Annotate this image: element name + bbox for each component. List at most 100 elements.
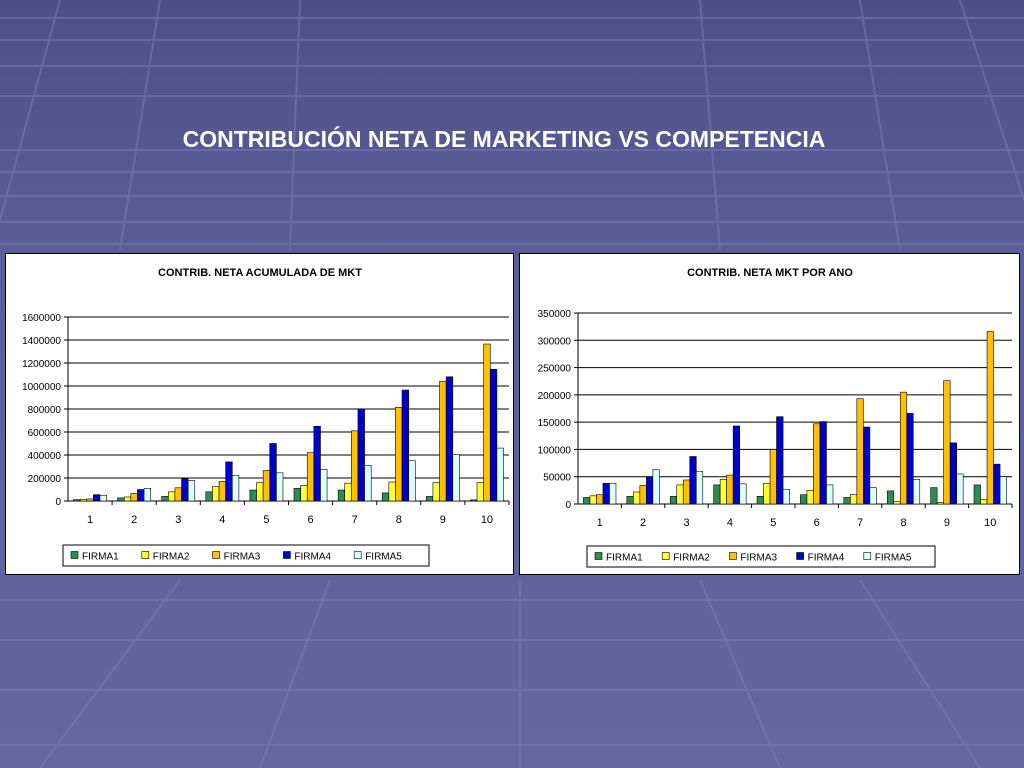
bar-firma4 [732, 425, 740, 505]
y-tick-label: 150000 [538, 418, 572, 429]
bar-firma3 [395, 406, 403, 502]
bar-firma3 [986, 331, 994, 505]
bar-firma3 [130, 493, 138, 502]
bar-firma2 [763, 482, 771, 505]
bar-firma2 [212, 486, 220, 502]
y-tick-label: 50000 [543, 473, 571, 484]
legend-swatch [863, 552, 872, 560]
bar-firma3 [726, 474, 734, 505]
bar-firma5 [912, 479, 921, 505]
bar-firma1 [117, 497, 125, 502]
bar-firma2 [719, 479, 727, 505]
bar-firma5 [496, 447, 504, 502]
legend-label: FIRMA5 [365, 552, 402, 563]
x-tick-label: 9 [944, 517, 950, 529]
bar-firma4 [993, 463, 1001, 505]
bar-firma3 [813, 423, 821, 505]
bar-firma2 [476, 482, 484, 502]
bar-firma4 [689, 456, 697, 505]
bar-firma3 [639, 485, 647, 505]
y-tick-label: 0 [55, 497, 61, 508]
x-tick-label: 7 [857, 517, 863, 529]
bar-firma1 [800, 494, 808, 505]
legend-swatch [796, 552, 804, 560]
bar-firma2 [123, 496, 132, 502]
x-tick-label: 8 [396, 514, 402, 526]
bar-firma5 [276, 472, 284, 502]
x-tick-label: 7 [352, 514, 358, 526]
bar-firma5 [782, 488, 790, 505]
y-tick-label: 200000 [538, 391, 572, 402]
legend-label: FIRMA2 [673, 553, 710, 564]
legend-swatch [141, 551, 150, 559]
bar-firma5 [187, 480, 196, 502]
bar-firma3 [596, 494, 604, 505]
chart-accumulated-svg: CONTRIB. NETA ACUMULADA DE MKT 0 200000 400… [22, 267, 510, 567]
bar-firma4 [181, 478, 189, 502]
bar-firma1 [73, 499, 81, 502]
y-tick-label: 0 [565, 500, 571, 511]
y-tick-label: 400000 [28, 451, 62, 462]
legend-swatch [594, 552, 603, 560]
bar-firma5 [739, 483, 747, 505]
bar-firma2 [980, 499, 988, 505]
bar-firma3 [682, 479, 691, 505]
bar-firma4 [819, 421, 827, 505]
bar-firma1 [293, 488, 301, 502]
bar-firma1 [249, 489, 257, 502]
legend-swatch [661, 552, 670, 560]
bar-firma5 [143, 488, 151, 502]
x-tick-label: 3 [683, 517, 689, 529]
bar-firma4 [313, 425, 321, 502]
bar-firma3 [483, 343, 491, 502]
bar-firma3 [306, 452, 315, 502]
bar-firma4 [646, 476, 654, 505]
bar-firma4 [269, 443, 277, 502]
x-tick-label: 8 [900, 517, 906, 529]
legend-label: FIRMA2 [153, 552, 190, 563]
bar-firma1 [161, 496, 169, 502]
bar-firma1 [843, 497, 851, 505]
x-tick-label: 5 [770, 517, 776, 529]
bar-firma5 [652, 469, 660, 505]
bar-firma3 [218, 481, 226, 502]
x-tick-label: 10 [481, 514, 493, 526]
bar-firma5 [999, 476, 1007, 505]
bar-firma4 [357, 408, 365, 502]
bar-firma5 [869, 487, 877, 505]
bar-firma2 [850, 494, 858, 505]
x-tick-label: 4 [727, 517, 733, 529]
bar-firma1 [583, 497, 591, 505]
chart-title: CONTRIB. NETA ACUMULADA DE MKT [158, 267, 362, 279]
bar-firma2 [79, 498, 88, 502]
x-tick-label: 6 [814, 517, 820, 529]
legend-swatch [283, 551, 291, 559]
y-tick-label: 200000 [28, 474, 62, 485]
y-tick-label: 1000000 [22, 382, 61, 393]
bar-firma1 [930, 487, 938, 505]
bar-firma4 [137, 489, 145, 502]
bar-firma4 [225, 461, 233, 502]
legend-swatch [353, 551, 362, 559]
bar-firma5 [408, 460, 416, 502]
legend-label: FIRMA1 [82, 552, 119, 563]
bar-firma2 [300, 485, 308, 502]
y-tick-label: 300000 [538, 336, 572, 347]
bar-firma3 [351, 430, 359, 502]
bar-firma5 [609, 482, 617, 505]
y-tick-label: 1400000 [22, 336, 61, 347]
legend-box [586, 545, 936, 568]
bar-firma3 [439, 381, 447, 502]
y-tick-label: 1600000 [22, 313, 61, 324]
legend-swatch [70, 551, 79, 559]
slide-title: CONTRIBUCIÓN NETA DE MARKETING VS COMPET… [182, 126, 826, 152]
bar-firma2 [344, 482, 352, 502]
x-tick-label: 9 [440, 514, 446, 526]
y-tick-label: 1200000 [22, 359, 61, 370]
x-tick-label: 6 [307, 514, 313, 526]
bar-firma1 [713, 484, 721, 505]
bar-firma1 [205, 491, 213, 502]
x-tick-label: 1 [87, 514, 93, 526]
x-tick-label: 1 [597, 517, 603, 529]
chart-accumulated: CONTRIB. NETA ACUMULADA DE MKT 0 200000 400… [5, 253, 514, 575]
